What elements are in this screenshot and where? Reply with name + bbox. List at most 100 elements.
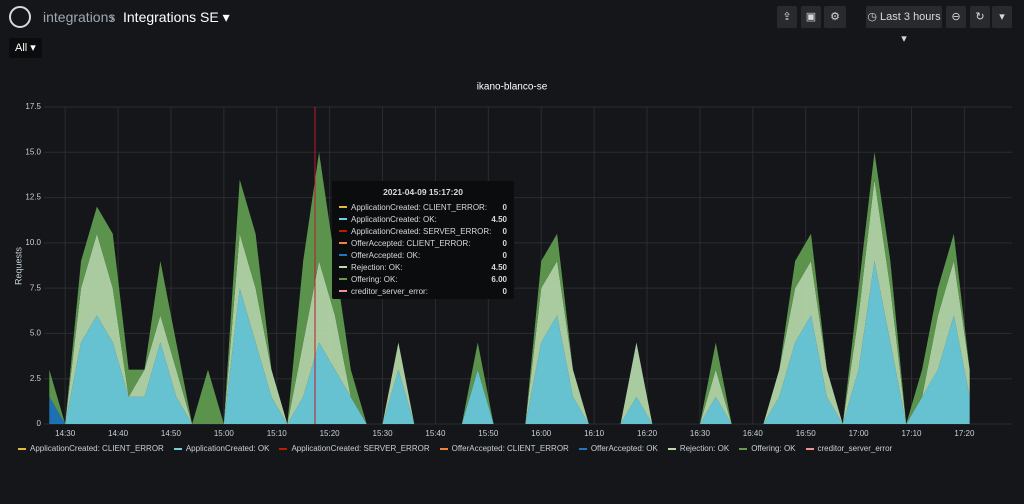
tooltip-swatch bbox=[339, 254, 347, 256]
tooltip-time: 2021-04-09 15:17:20 bbox=[383, 187, 463, 197]
tooltip-swatch bbox=[339, 206, 347, 208]
time-range: Last 3 hours bbox=[880, 11, 941, 23]
area bbox=[49, 260, 970, 424]
tooltip-name: Rejection: OK: bbox=[351, 262, 403, 272]
legend-label: ApplicationCreated: CLIENT_ERROR bbox=[30, 444, 164, 453]
legend: ApplicationCreated: CLIENT_ERROR Applicat… bbox=[18, 444, 892, 453]
x-tick-label: 15:00 bbox=[214, 429, 235, 438]
tooltip-row: OfferAccepted: CLIENT_ERROR: 0 bbox=[332, 237, 514, 249]
y-tick-label: 0 bbox=[37, 419, 42, 428]
legend-item[interactable]: creditor_server_error bbox=[805, 444, 893, 453]
x-tick-label: 16:10 bbox=[584, 429, 605, 438]
x-tick-label: 15:10 bbox=[267, 429, 288, 438]
y-tick-label: 10.0 bbox=[25, 238, 41, 247]
y-tick-label: 5.0 bbox=[30, 329, 42, 338]
refresh-interval[interactable]: ▾ bbox=[992, 6, 1012, 28]
share-button[interactable]: ⇪ bbox=[777, 6, 797, 28]
x-tick-label: 14:30 bbox=[55, 429, 76, 438]
save-button[interactable]: ▣ bbox=[801, 6, 821, 28]
x-tick-label: 15:20 bbox=[320, 429, 341, 438]
tooltip-value: 0 bbox=[502, 250, 507, 260]
x-tick-label: 17:20 bbox=[954, 429, 975, 438]
legend-swatch bbox=[439, 447, 448, 450]
breadcrumb[interactable]: integrations bbox=[43, 9, 116, 25]
legend-label: OfferAccepted: OK bbox=[590, 444, 658, 453]
x-tick-label: 16:40 bbox=[743, 429, 764, 438]
legend-swatch bbox=[279, 447, 288, 450]
back-button[interactable] bbox=[9, 6, 31, 28]
x-tick-label: 16:50 bbox=[796, 429, 817, 438]
tooltip-name: creditor_server_error: bbox=[351, 286, 428, 296]
y-tick-label: 2.5 bbox=[30, 374, 42, 383]
tooltip-row: Offering: OK: 6.00 bbox=[332, 273, 514, 285]
tooltip-value: 4.50 bbox=[491, 262, 507, 272]
top-bar: integrations › Integrations SE ▾ ⇪ ▣ ⚙ ◷… bbox=[0, 0, 1024, 45]
x-tick-label: 15:40 bbox=[425, 429, 446, 438]
x-tick-label: 15:50 bbox=[478, 429, 499, 438]
legend-item[interactable]: ApplicationCreated: OK bbox=[173, 444, 270, 453]
legend-item[interactable]: Rejection: OK bbox=[667, 444, 730, 453]
x-tick-label: 17:10 bbox=[901, 429, 922, 438]
area bbox=[49, 179, 970, 424]
legend-swatch bbox=[18, 447, 26, 450]
tooltip-swatch bbox=[339, 242, 347, 244]
legend-label: creditor_server_error bbox=[817, 444, 893, 453]
x-tick-label: 14:40 bbox=[108, 429, 129, 438]
x-tick-label: 16:30 bbox=[690, 429, 711, 438]
tooltip-row: OfferAccepted: OK: 0 bbox=[332, 249, 514, 261]
tooltip: 2021-04-09 15:17:20 ApplicationCreated: … bbox=[332, 181, 514, 299]
chart: ikano-blanco-se Requests 0 2.5 5.0 7.5 10.0 1… bbox=[13, 82, 1012, 438]
tooltip-row: creditor_server_error: 0 bbox=[332, 285, 514, 297]
settings-button[interactable]: ⚙ bbox=[824, 6, 846, 28]
dashboard-title-text: Integrations SE bbox=[123, 9, 219, 25]
legend-item[interactable]: OfferAccepted: CLIENT_ERROR bbox=[439, 444, 569, 453]
tooltip-name: ApplicationCreated: SERVER_ERROR: bbox=[351, 226, 492, 236]
tooltip-row: ApplicationCreated: SERVER_ERROR: 0 bbox=[332, 225, 514, 237]
legend-label: ApplicationCreated: OK bbox=[185, 444, 270, 453]
y-tick-label: 15.0 bbox=[25, 147, 41, 156]
legend-item[interactable]: OfferAccepted: OK bbox=[578, 444, 658, 453]
legend-item[interactable]: Offering: OK bbox=[739, 444, 796, 453]
x-tick-label: 16:20 bbox=[637, 429, 658, 438]
tooltip-value: 0 bbox=[502, 238, 507, 248]
tooltip-row: ApplicationCreated: CLIENT_ERROR: 0 bbox=[332, 201, 514, 213]
tooltip-swatch bbox=[339, 278, 347, 280]
separator: › bbox=[110, 9, 115, 25]
variable-picker[interactable]: All ▾ bbox=[9, 38, 42, 58]
panel-title[interactable]: ikano-blanco-se bbox=[477, 82, 548, 93]
tooltip-row: Rejection: OK: 4.50 bbox=[332, 261, 514, 273]
tooltip-value: 0 bbox=[502, 226, 507, 236]
area bbox=[49, 152, 970, 425]
y-tick-label: 17.5 bbox=[25, 102, 41, 111]
tooltip-name: OfferAccepted: CLIENT_ERROR: bbox=[351, 238, 471, 248]
tooltip-swatch bbox=[339, 218, 347, 220]
legend-swatch bbox=[805, 447, 814, 450]
tooltip-swatch bbox=[339, 290, 347, 292]
time-picker[interactable]: ◷ Last 3 hours ▾ bbox=[866, 6, 942, 45]
legend-item[interactable]: ApplicationCreated: CLIENT_ERROR bbox=[18, 444, 164, 453]
tooltip-name: OfferAccepted: OK: bbox=[351, 250, 421, 260]
tooltip-name: ApplicationCreated: OK: bbox=[351, 214, 437, 224]
zoom-out-button[interactable]: ⊖ bbox=[946, 6, 966, 28]
legend-item[interactable]: ApplicationCreated: SERVER_ERROR bbox=[279, 444, 430, 453]
tooltip-swatch bbox=[339, 266, 347, 268]
legend-label: ApplicationCreated: SERVER_ERROR bbox=[291, 444, 430, 453]
y-tick-label: 7.5 bbox=[30, 283, 42, 292]
y-axis-label: Requests bbox=[13, 246, 23, 285]
legend-swatch bbox=[667, 447, 676, 450]
dashboard-title[interactable]: Integrations SE ▾ bbox=[123, 9, 230, 25]
tooltip-row: ApplicationCreated: OK: 4.50 bbox=[332, 213, 514, 225]
x-tick-label: 15:30 bbox=[373, 429, 394, 438]
legend-label: Offering: OK bbox=[751, 444, 796, 453]
legend-label: Rejection: OK bbox=[679, 444, 730, 453]
x-tick-label: 17:00 bbox=[849, 429, 870, 438]
legend-label: OfferAccepted: CLIENT_ERROR bbox=[451, 444, 569, 453]
tooltip-value: 4.50 bbox=[491, 214, 507, 224]
tooltip-value: 6.00 bbox=[491, 274, 507, 284]
legend-swatch bbox=[578, 447, 587, 450]
legend-swatch bbox=[739, 447, 748, 450]
refresh-button[interactable]: ↻ bbox=[970, 6, 990, 28]
tooltip-value: 0 bbox=[502, 202, 507, 212]
x-tick-label: 14:50 bbox=[161, 429, 182, 438]
